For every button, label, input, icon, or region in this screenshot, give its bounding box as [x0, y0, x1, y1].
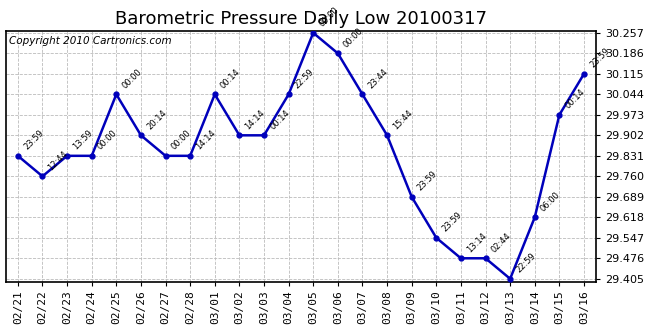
Text: 23:44: 23:44 — [367, 67, 390, 90]
Text: Copyright 2010 Cartronics.com: Copyright 2010 Cartronics.com — [8, 36, 171, 47]
Text: 00:14: 00:14 — [219, 67, 242, 90]
Text: 06:00: 06:00 — [539, 190, 562, 213]
Text: 14:14: 14:14 — [244, 108, 266, 131]
Title: Barometric Pressure Daily Low 20100317: Barometric Pressure Daily Low 20100317 — [115, 11, 487, 28]
Text: 22:59: 22:59 — [292, 67, 316, 90]
Text: 00:14: 00:14 — [268, 108, 291, 131]
Text: 00:00: 00:00 — [170, 128, 193, 152]
Text: 23:59: 23:59 — [588, 47, 612, 70]
Text: 15:44: 15:44 — [391, 108, 415, 131]
Text: 00:00: 00:00 — [317, 6, 341, 29]
Text: 12:44: 12:44 — [47, 149, 70, 172]
Text: 13:59: 13:59 — [72, 128, 94, 152]
Text: 23:59: 23:59 — [22, 128, 46, 152]
Text: 23:59: 23:59 — [441, 211, 463, 234]
Text: 20:14: 20:14 — [145, 108, 168, 131]
Text: 00:00: 00:00 — [96, 128, 119, 152]
Text: 22:59: 22:59 — [514, 251, 538, 275]
Text: 00:14: 00:14 — [564, 87, 587, 111]
Text: 00:00: 00:00 — [120, 67, 144, 90]
Text: 00:00: 00:00 — [342, 26, 365, 49]
Text: 14:14: 14:14 — [194, 128, 218, 152]
Text: 23:59: 23:59 — [416, 169, 439, 193]
Text: 13:14: 13:14 — [465, 231, 488, 254]
Text: 02:44: 02:44 — [489, 231, 513, 254]
